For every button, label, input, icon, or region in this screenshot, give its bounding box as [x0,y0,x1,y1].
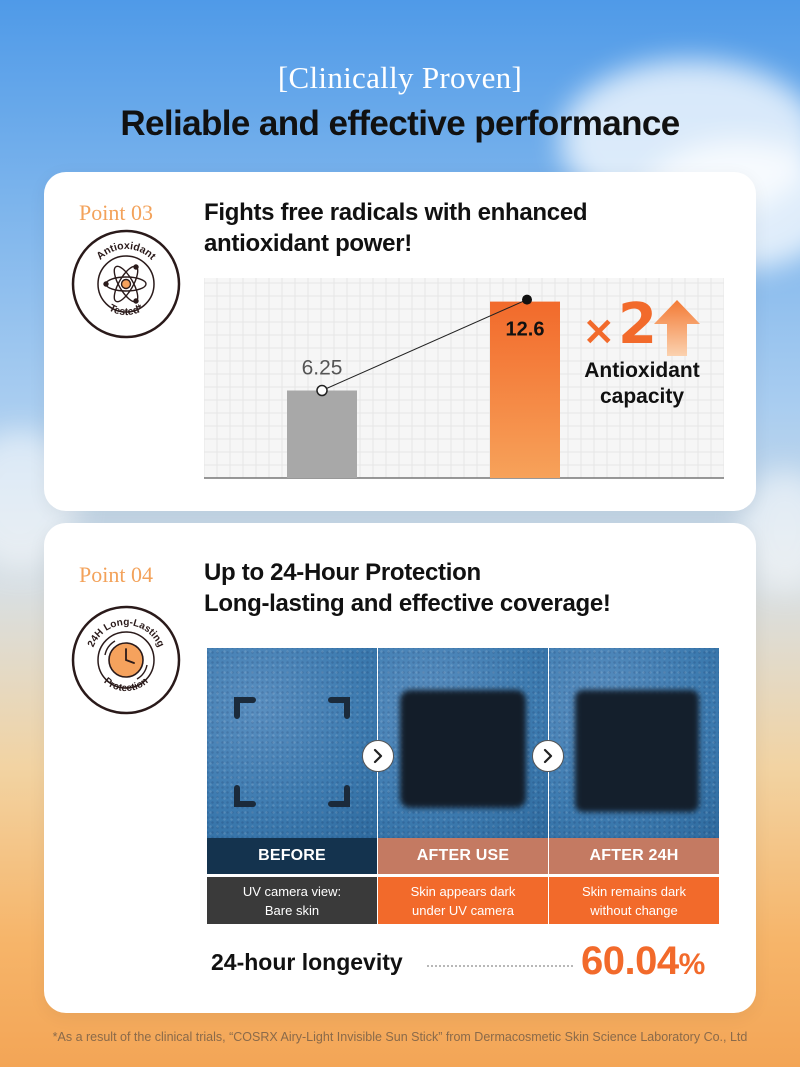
data-label: 12.6 [506,319,545,341]
long-lasting-badge: 24H Long-Lasting Protection [71,605,181,715]
desc-line: under UV camera [412,903,514,918]
panel-label: BEFORE [207,838,377,874]
panel-description: Skin appears dark under UV camera [378,877,548,924]
next-arrow-button[interactable] [362,740,394,772]
desc-line: Skin remains dark [581,884,687,899]
arrow-up-icon [654,300,700,356]
uv-panel-before: BEFORE UV camera view: Bare skin [207,648,377,924]
atom-icon [103,264,147,304]
caption-line: capacity [599,385,685,408]
desc-line: Bare skin [264,903,320,918]
card-heading: Fights free radicals with enhanced antio… [204,197,588,259]
footnote: *As a result of the clinical trials, “CO… [52,1030,748,1044]
section-eyebrow: [Clinically Proven] [277,60,523,95]
panel-description: UV camera view: Bare skin [207,877,377,924]
multiplier-value: 2 [618,292,657,357]
caption-line: Antioxidant [584,359,700,382]
desc-line: Skin appears dark [410,884,516,899]
badge-text-bottom: Tested* [107,302,146,319]
antioxidant-card: Point 03 Fights free radicals with enhan… [44,172,756,511]
frame-corners-icon [234,697,350,807]
page-title: Reliable and effective performance [120,104,680,143]
chevron-right-icon [373,748,383,764]
uv-image-after-24h [549,648,719,838]
dotted-leader [427,965,573,967]
svg-text:Protection: Protection [102,676,151,694]
antioxidant-caption: Antioxidant capacity [574,358,710,410]
antioxidant-chart: 6.25 12.6 [204,278,724,479]
chart-bar [490,301,560,478]
uv-panel-after-24h: AFTER 24H Skin remains dark without chan… [549,648,719,924]
longevity-value: 60.04% [581,939,705,984]
data-point [316,384,328,397]
uv-image-before [207,648,377,838]
point-label: Point 03 [79,200,153,225]
dark-patch [400,690,526,808]
data-point [522,294,532,305]
panel-label: AFTER 24H [549,838,719,874]
heading-line: Long-lasting and effective coverage! [204,590,611,617]
desc-line: without change [590,903,678,918]
data-label: 6.25 [302,357,343,380]
panel-label: AFTER USE [378,838,548,874]
uv-image-after-use [378,648,548,838]
clock-icon [104,640,148,680]
panel-description: Skin remains dark without change [549,877,719,924]
card-heading: Up to 24-Hour Protection Long-lasting an… [204,557,611,619]
antioxidant-badge: Antioxidant Tested* [71,229,181,339]
next-arrow-button[interactable] [532,740,564,772]
longevity-unit: % [678,948,706,981]
heading-line: Fights free radicals with enhanced [204,199,588,226]
chart-bar [287,390,357,478]
badge-text-bottom: Protection [102,676,151,694]
multiplier-sign: × [582,308,616,354]
svg-text:Tested*: Tested* [107,302,146,319]
protection-card: Point 04 Up to 24-Hour Protection Long-l… [44,523,756,1013]
dark-patch [575,690,699,812]
heading-line: antioxidant power! [204,230,412,257]
heading-line: Up to 24-Hour Protection [204,559,481,586]
chevron-right-icon [543,748,553,764]
point-label: Point 04 [79,562,153,587]
uv-panel-after-use: AFTER USE Skin appears dark under UV cam… [378,648,548,924]
longevity-number: 60.04 [581,939,679,983]
trend-line [321,299,528,391]
desc-line: UV camera view: [242,884,342,899]
longevity-label: 24-hour longevity [211,949,403,975]
